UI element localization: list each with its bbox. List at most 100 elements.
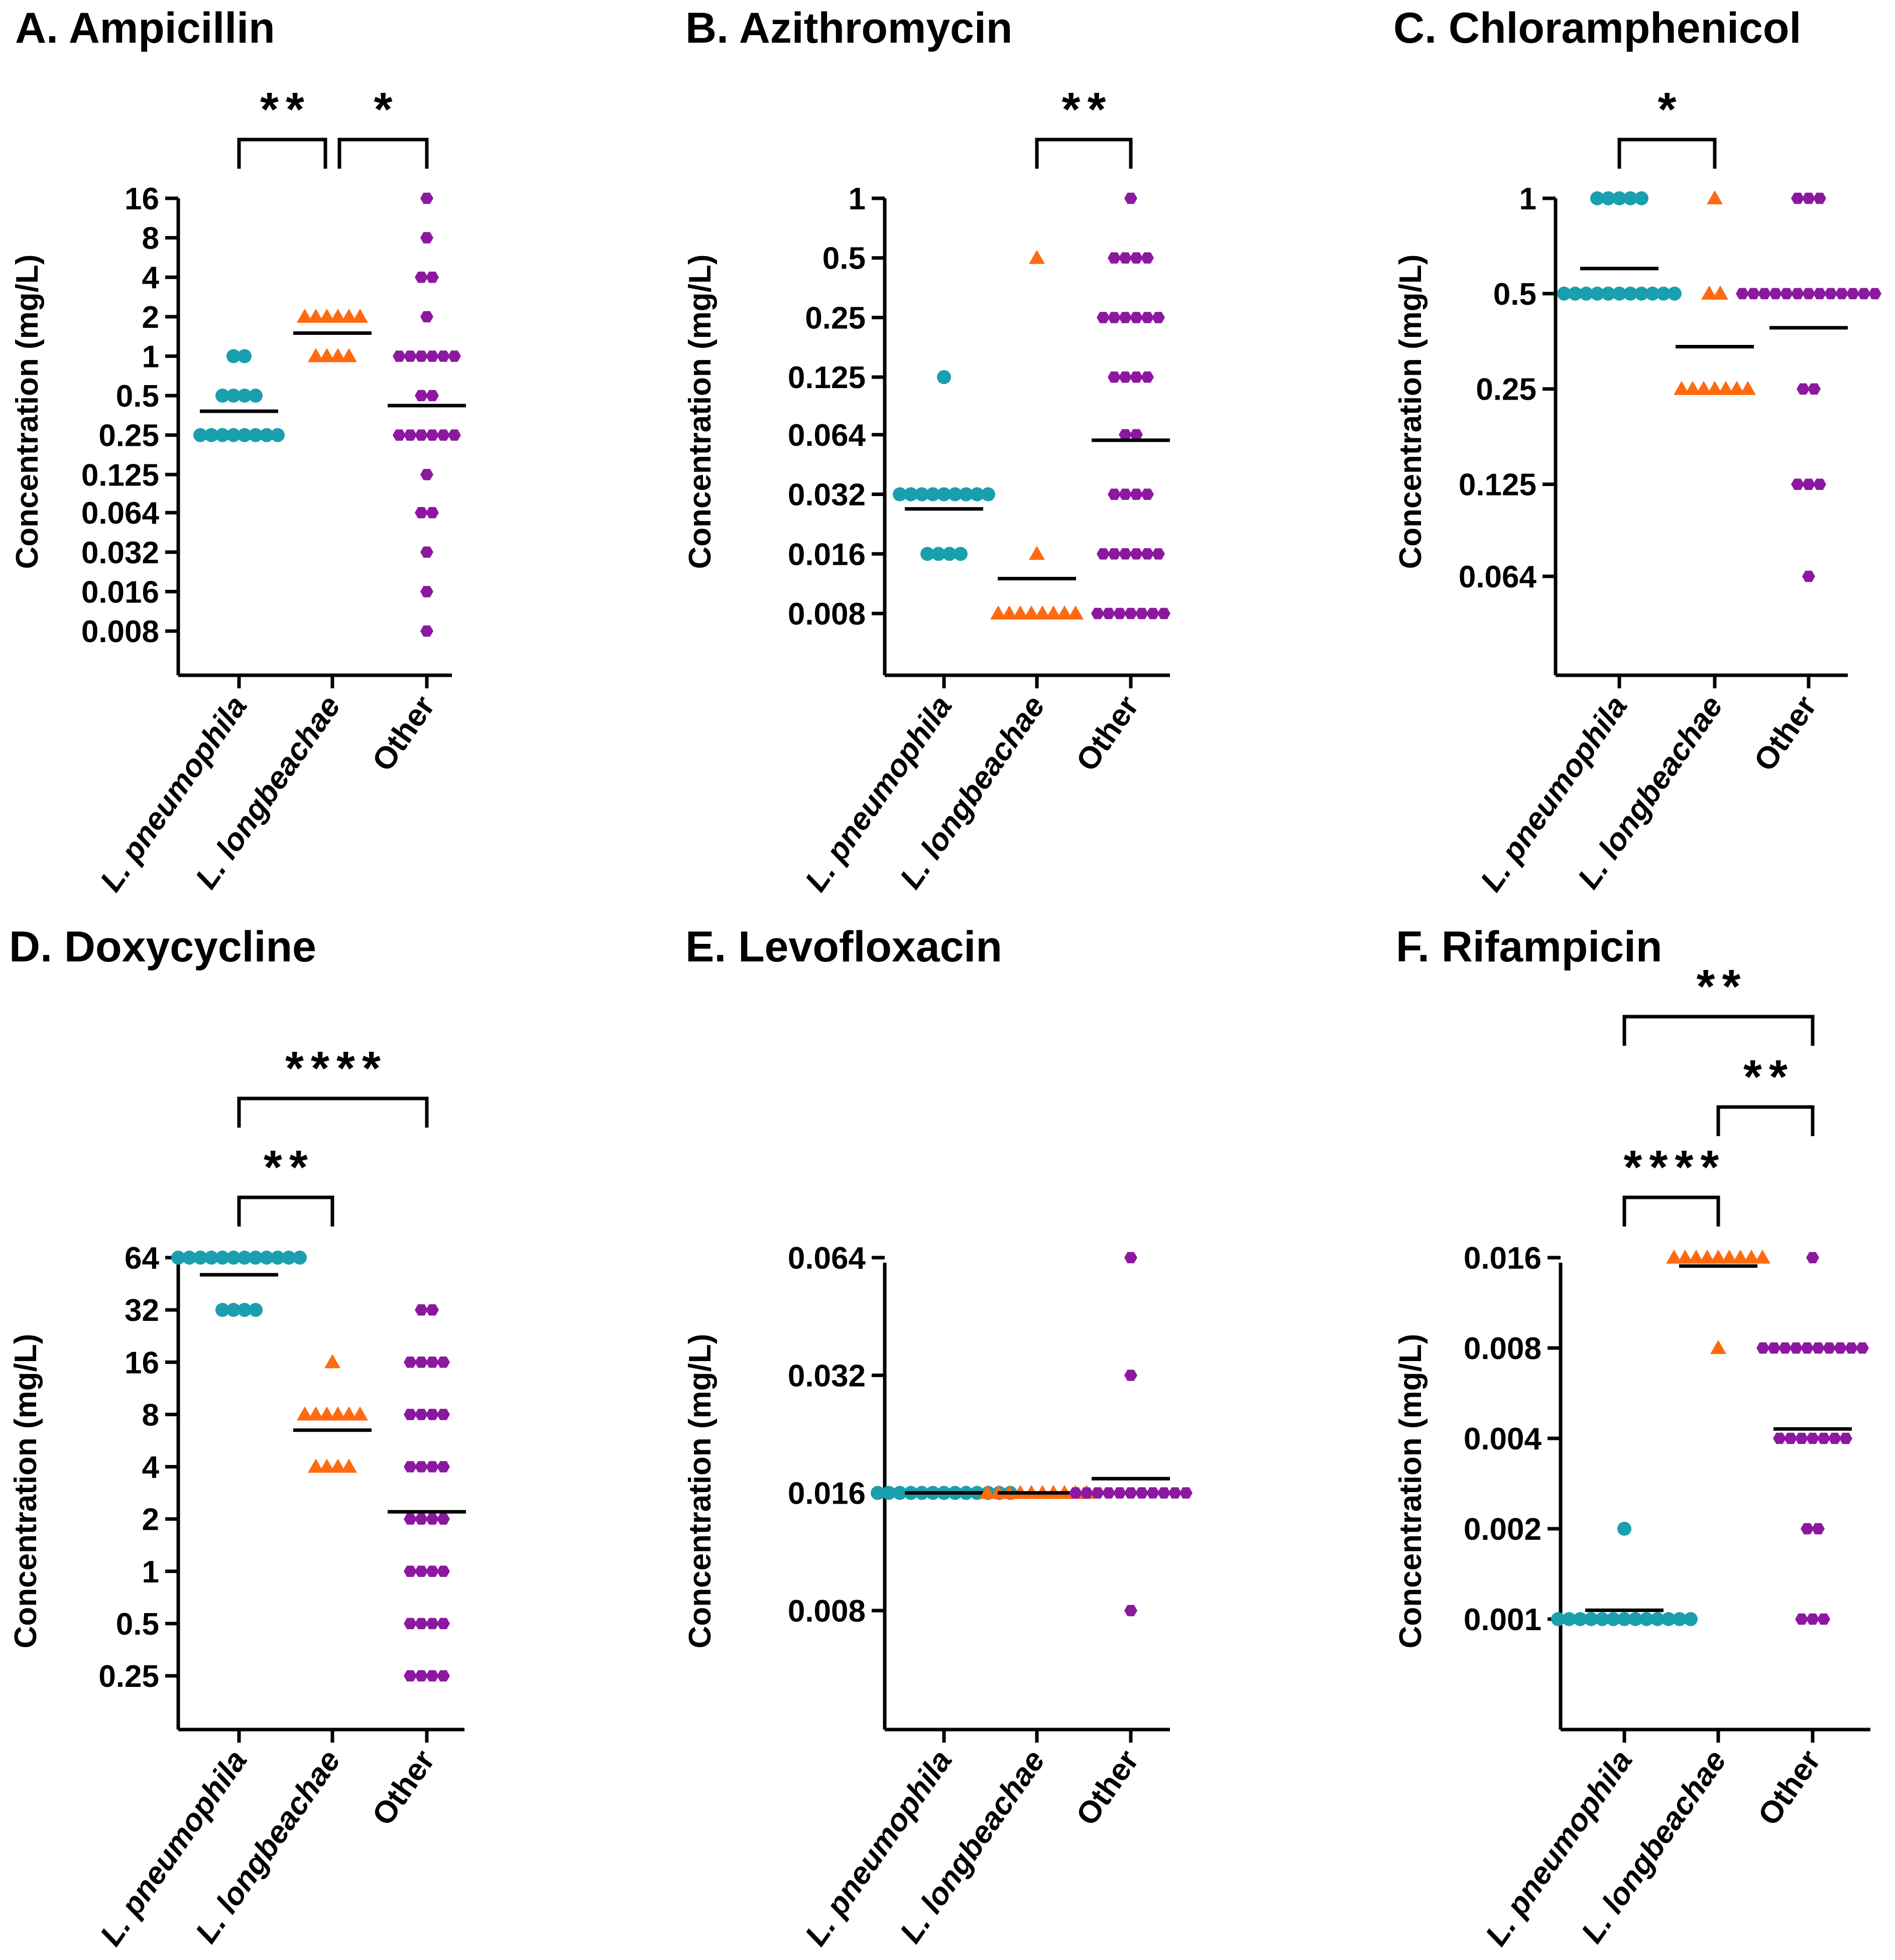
data-point <box>1141 252 1154 264</box>
data-point <box>1557 286 1571 301</box>
data-point <box>415 272 428 283</box>
data-point <box>1634 191 1648 205</box>
data-point <box>426 1670 439 1682</box>
data-point <box>426 429 439 441</box>
data-point <box>415 429 428 441</box>
data-point <box>1124 1605 1137 1617</box>
data-point <box>1857 288 1870 300</box>
significance-label: ** <box>1697 960 1748 1013</box>
y-tick-labels: 1 0.5 0.25 0.125 0.064 0.032 0.016 0.008 <box>788 182 885 632</box>
data-point <box>1617 1612 1631 1626</box>
data-point <box>415 1461 428 1473</box>
data-point <box>1817 1613 1830 1625</box>
data-point <box>1806 1432 1819 1444</box>
data-point <box>249 1251 263 1265</box>
data-point <box>1684 1612 1698 1626</box>
data-point <box>1650 1612 1665 1626</box>
significance-bracket <box>1035 138 1133 169</box>
data-point <box>238 1251 252 1265</box>
y-tick-label: 0.064 <box>1459 560 1537 594</box>
data-point <box>404 1461 417 1473</box>
data-point <box>1758 288 1771 300</box>
data-point <box>426 272 439 283</box>
data-point <box>1795 1613 1808 1625</box>
data-point <box>1696 381 1712 395</box>
data-point <box>404 1565 417 1577</box>
data-point <box>448 429 461 441</box>
data-point <box>352 308 368 323</box>
significance-brackets: ** <box>1035 83 1133 169</box>
y-tick-label: 0.008 <box>788 597 866 632</box>
data-point <box>1141 548 1154 560</box>
data-point <box>393 429 406 441</box>
y-tick-label: 1 <box>142 339 159 374</box>
data-point <box>330 348 346 362</box>
data-point <box>1029 546 1045 560</box>
data-point <box>1562 1612 1576 1626</box>
y-tick-label: 0.008 <box>81 615 159 649</box>
data-point <box>415 350 428 362</box>
significance-label: ** <box>264 1141 315 1194</box>
data-point <box>182 1251 196 1265</box>
data-point <box>297 308 313 323</box>
y-tick-labels: 0.064 0.032 0.016 0.008 <box>788 1241 885 1629</box>
data-point <box>1130 312 1143 323</box>
data-point <box>415 1409 428 1420</box>
significance-bracket <box>1617 138 1717 169</box>
data-point <box>1130 429 1143 441</box>
data-point <box>1108 312 1121 323</box>
data-marks <box>1557 190 1881 582</box>
data-point <box>1688 1250 1704 1264</box>
panel-title: E. Levofloxacin <box>685 923 1002 971</box>
data-point <box>426 507 439 519</box>
data-point <box>1119 252 1132 264</box>
data-point <box>415 1513 428 1525</box>
data-point <box>226 1251 241 1265</box>
y-tick-label: 64 <box>125 1241 159 1276</box>
data-point <box>1152 312 1165 323</box>
y-tick-label: 0.125 <box>1459 468 1536 503</box>
y-tick-label: 0.016 <box>788 537 866 572</box>
data-point <box>341 1458 357 1473</box>
y-tick-label: 0.001 <box>1464 1603 1542 1637</box>
data-point <box>1108 371 1121 383</box>
data-point <box>171 1251 185 1265</box>
data-point <box>308 1458 324 1473</box>
data-point <box>1756 1342 1769 1354</box>
data-point <box>1710 1340 1726 1354</box>
data-point <box>1677 1250 1693 1264</box>
data-point <box>1623 286 1637 301</box>
data-point <box>1097 548 1110 560</box>
significance-bracket <box>337 138 429 169</box>
data-point <box>437 1357 450 1368</box>
data-point <box>1639 1612 1653 1626</box>
data-point <box>990 605 1006 620</box>
data-point <box>1568 286 1582 301</box>
significance-brackets: * <box>1617 83 1717 169</box>
y-tick-label: 4 <box>142 261 160 295</box>
data-point <box>437 1670 450 1682</box>
significance-label: * <box>1658 83 1684 136</box>
data-point <box>293 1251 307 1265</box>
data-marks <box>171 1251 466 1682</box>
data-point <box>282 1251 296 1265</box>
y-tick-label: 0.5 <box>116 1607 159 1642</box>
data-point <box>1068 605 1084 620</box>
data-marks <box>893 192 1170 620</box>
panel-title: F. Rifampicin <box>1396 923 1662 971</box>
data-point <box>1813 288 1826 300</box>
data-point <box>1141 488 1154 500</box>
data-point <box>1119 548 1132 560</box>
y-tick-labels: 16 8 4 2 1 0.5 0.25 0.125 0.064 0.032 0.… <box>81 182 178 649</box>
data-point <box>1712 285 1728 300</box>
y-tick-label: 0.5 <box>116 379 159 414</box>
data-point <box>330 308 346 323</box>
data-point <box>238 389 252 403</box>
data-point <box>330 1406 346 1421</box>
data-point <box>1791 192 1804 204</box>
data-point <box>415 1357 428 1368</box>
significance-bracket <box>237 1096 429 1128</box>
data-point <box>893 487 907 502</box>
data-point <box>1710 1250 1726 1264</box>
data-point <box>1012 605 1028 620</box>
